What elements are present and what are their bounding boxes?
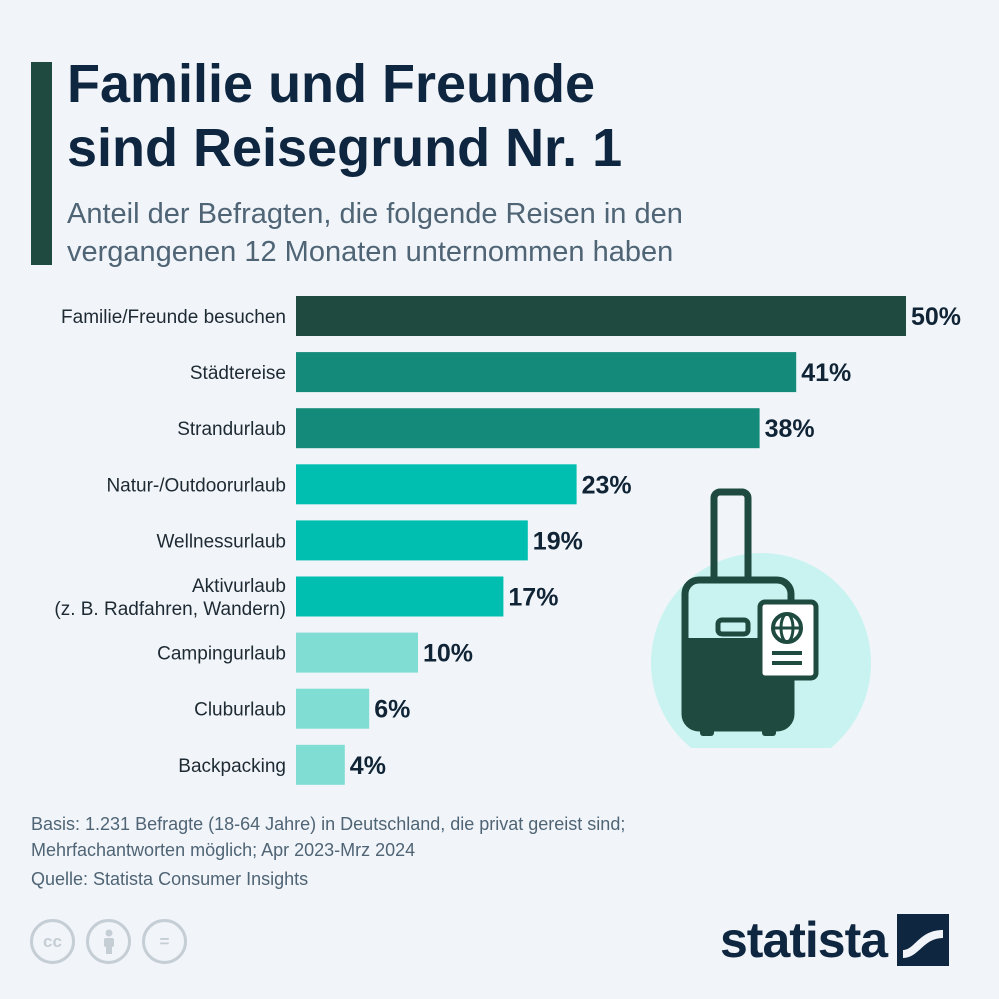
value-label-7: 6%: [374, 696, 410, 724]
title-accent-bar: [31, 62, 52, 265]
bar-3: [296, 464, 577, 505]
cc-symbol: cc: [43, 931, 62, 951]
value-label-5: 17%: [508, 584, 558, 612]
bar-7: [296, 688, 370, 729]
category-label-6: Campingurlaub: [157, 644, 286, 665]
bar-0: [296, 296, 906, 336]
value-label-3: 23%: [582, 471, 632, 499]
value-label-8: 4%: [350, 752, 386, 780]
basis-note: Basis: 1.231 Befragte (18-64 Jahre) in D…: [31, 811, 791, 863]
basis-line-1: Basis: 1.231 Befragte (18-64 Jahre) in D…: [31, 814, 626, 834]
logo-text: statista: [720, 912, 888, 968]
person-icon: [103, 929, 114, 954]
subtitle-line-1: Anteil der Befragten, die folgende Reise…: [67, 198, 683, 230]
bar-6: [296, 632, 418, 673]
license-icons: cc =: [30, 919, 187, 964]
bar-5: [296, 576, 504, 617]
source-note: Quelle: Statista Consumer Insights: [31, 869, 309, 889]
title-line-1: Familie und Freunde: [67, 54, 596, 114]
statista-logo[interactable]: statista: [720, 912, 950, 968]
category-label-3: Natur-/Outdoorurlaub: [106, 475, 286, 496]
value-label-0: 50%: [911, 303, 961, 331]
bar-2: [296, 408, 760, 449]
value-label-4: 19%: [533, 527, 583, 555]
no-derivatives-icon[interactable]: =: [142, 919, 187, 964]
value-label-6: 10%: [423, 640, 473, 668]
category-label-4: Wellnessurlaub: [156, 531, 286, 552]
basis-line-2: Mehrfachantworten möglich; Apr 2023-Mrz …: [31, 840, 416, 860]
category-label-1: Städtereise: [190, 363, 286, 384]
value-label-2: 38%: [765, 415, 815, 443]
cc-icon[interactable]: cc: [30, 919, 75, 964]
statista-logo-icon: [897, 914, 950, 966]
bar-8: [296, 744, 345, 785]
category-label-8: Backpacking: [178, 756, 286, 777]
attribution-icon[interactable]: [86, 919, 131, 964]
category-label-5-0: Aktivurlaub: [192, 576, 286, 597]
bar-1: [296, 352, 797, 393]
bar-chart: Familie/Freunde besuchen 50% Städtereise 41…: [54, 296, 961, 785]
category-label-2: Strandurlaub: [177, 419, 286, 440]
category-label-0: Familie/Freunde besuchen: [61, 307, 286, 328]
title-line-2: sind Reisegrund Nr. 1: [67, 118, 623, 178]
category-label-7: Cluburlaub: [194, 700, 286, 721]
page-title: Familie und Freunde sind Reisegrund Nr. 1: [67, 52, 967, 180]
value-label-1: 41%: [801, 359, 851, 387]
subtitle-line-2: vergangenen 12 Monaten unternommen haben: [67, 236, 674, 268]
chart-subtitle: Anteil der Befragten, die folgende Reise…: [67, 195, 967, 271]
suitcase-passport-icon: [651, 488, 871, 748]
bar-4: [296, 520, 528, 561]
category-label-5-1: (z. B. Radfahren, Wandern): [54, 599, 286, 620]
nd-symbol: =: [159, 931, 170, 951]
